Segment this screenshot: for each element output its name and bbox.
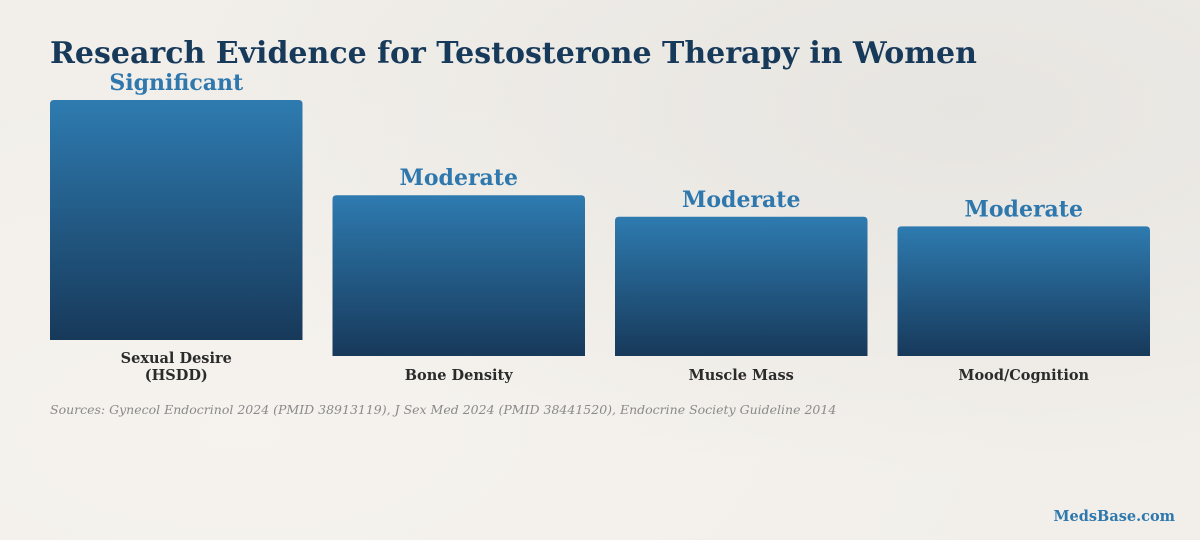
bar-0 (50, 100, 303, 340)
data-label-1: Moderate (400, 165, 518, 191)
category-label-1: Bone Density (405, 367, 513, 384)
category-label-line: Mood/Cognition (958, 367, 1089, 384)
category-label-line: Sexual Desire (121, 350, 232, 367)
data-label-0: Significant (109, 70, 244, 96)
bar-3 (897, 226, 1150, 356)
bar-2 (615, 216, 868, 356)
data-label-3: Moderate (965, 196, 1083, 222)
category-label-line: Bone Density (405, 367, 513, 384)
chart-title: Research Evidence for Testosterone Thera… (50, 36, 977, 71)
category-label-0: Sexual Desire (HSDD) (121, 350, 232, 384)
category-label-2: Muscle Mass (689, 367, 794, 384)
bar-chart: Significant Sexual Desire (HSDD) Moderate Bo… (50, 70, 1150, 384)
bar-1 (332, 195, 585, 356)
category-label-line: Muscle Mass (689, 367, 794, 384)
brand-link[interactable]: MedsBase.com (1053, 508, 1175, 525)
category-label-3: Mood/Cognition (958, 367, 1089, 384)
sources-note: Sources: Gynecol Endocrinol 2024 (PMID 3… (50, 402, 837, 417)
data-label-2: Moderate (682, 187, 800, 213)
category-label-line: (HSDD) (145, 367, 208, 384)
